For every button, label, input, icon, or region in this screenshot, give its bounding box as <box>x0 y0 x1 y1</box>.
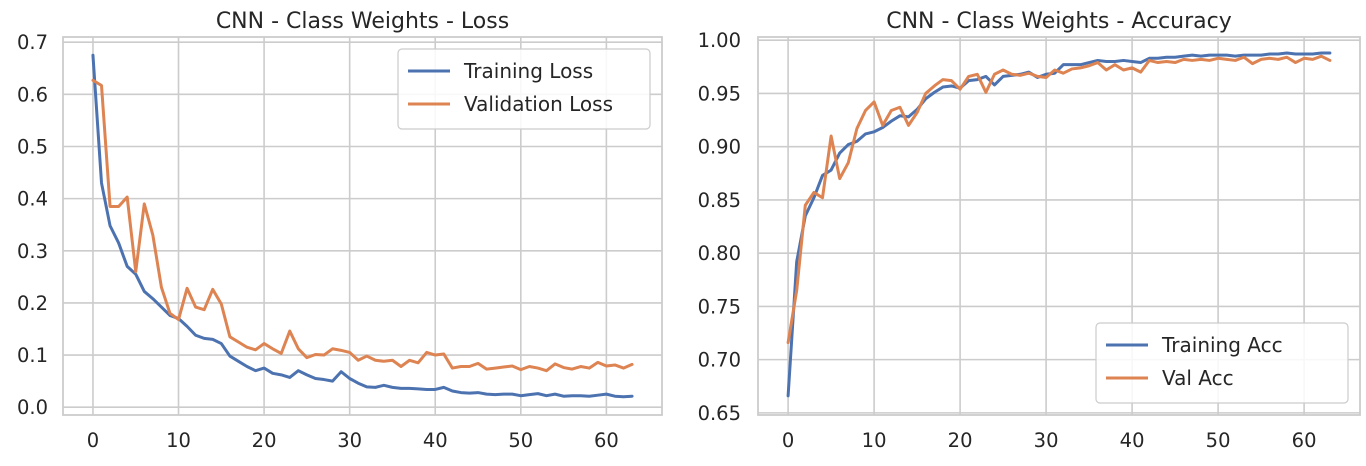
accuracy-chart: 0 10 20 30 40 50 60 0.65 0.70 0.75 0.80 0.85 0.90 0.9… <box>698 9 1361 452</box>
loss-y-tick-label: 0.0 <box>17 396 48 419</box>
loss-training-loss-line <box>91 53 634 399</box>
accuracy-y-tick-label: 0.65 <box>698 402 741 425</box>
loss-legend: Training Loss Validation Loss <box>397 48 651 130</box>
accuracy-y-tick-label: 0.75 <box>698 295 741 318</box>
legend-label-validation-loss: Validation Loss <box>464 92 613 116</box>
loss-y-tick-label: 0.3 <box>17 240 48 263</box>
accuracy-x-tick-label: 40 <box>1120 429 1145 452</box>
loss-x-tick-label: 60 <box>594 429 619 452</box>
accuracy-y-tick-label: 0.80 <box>698 242 741 265</box>
accuracy-x-tick-label: 30 <box>1034 429 1059 452</box>
loss-x-tick-label: 50 <box>508 429 533 452</box>
loss-x-tick-label: 30 <box>337 429 362 452</box>
loss-y-tick-label: 0.7 <box>17 31 48 54</box>
loss-y-tick-label: 0.2 <box>17 292 48 315</box>
accuracy-legend-box <box>1095 322 1349 404</box>
accuracy-x-tick-label: 60 <box>1292 429 1317 452</box>
loss-x-tick-label: 20 <box>252 429 277 452</box>
loss-legend-box <box>397 48 651 130</box>
accuracy-y-tick-label: 0.85 <box>698 189 741 212</box>
loss-y-tick-label: 0.1 <box>17 344 48 367</box>
loss-x-tick-label: 10 <box>166 429 191 452</box>
loss-chart-title: CNN - Class Weights - Loss <box>216 9 509 34</box>
legend-label-val-acc: Val Acc <box>1162 366 1234 390</box>
legend-label-training-acc: Training Acc <box>1161 333 1283 357</box>
accuracy-val-acc-line <box>786 54 1332 345</box>
accuracy-x-tick-label: 20 <box>948 429 973 452</box>
loss-y-tick-label: 0.5 <box>17 135 48 158</box>
loss-y-tick-label: 0.6 <box>17 83 48 106</box>
accuracy-y-tick-label: 0.70 <box>698 349 741 372</box>
accuracy-x-tick-label: 0 <box>782 429 794 452</box>
accuracy-chart-title: CNN - Class Weights - Accuracy <box>886 9 1232 34</box>
loss-x-tick-label: 0 <box>87 429 99 452</box>
loss-y-tick-label: 0.4 <box>17 188 48 211</box>
loss-validation-loss-line <box>91 78 634 373</box>
legend-label-training-loss: Training Loss <box>463 59 593 83</box>
accuracy-x-tick-label: 50 <box>1206 429 1231 452</box>
accuracy-y-tick-label: 0.95 <box>698 82 741 105</box>
accuracy-y-tick-label: 1.00 <box>698 29 741 52</box>
loss-chart: 0 10 20 30 40 50 60 0.0 0.1 0.2 0.3 0.4 0.5 0.6 0.7 CNN… <box>17 9 663 452</box>
accuracy-x-tick-label: 10 <box>862 429 887 452</box>
accuracy-y-tick-label: 0.90 <box>698 136 741 159</box>
accuracy-training-acc-line <box>786 51 1332 398</box>
loss-x-tick-label: 40 <box>423 429 448 452</box>
accuracy-legend: Training Acc Val Acc <box>1095 322 1349 404</box>
